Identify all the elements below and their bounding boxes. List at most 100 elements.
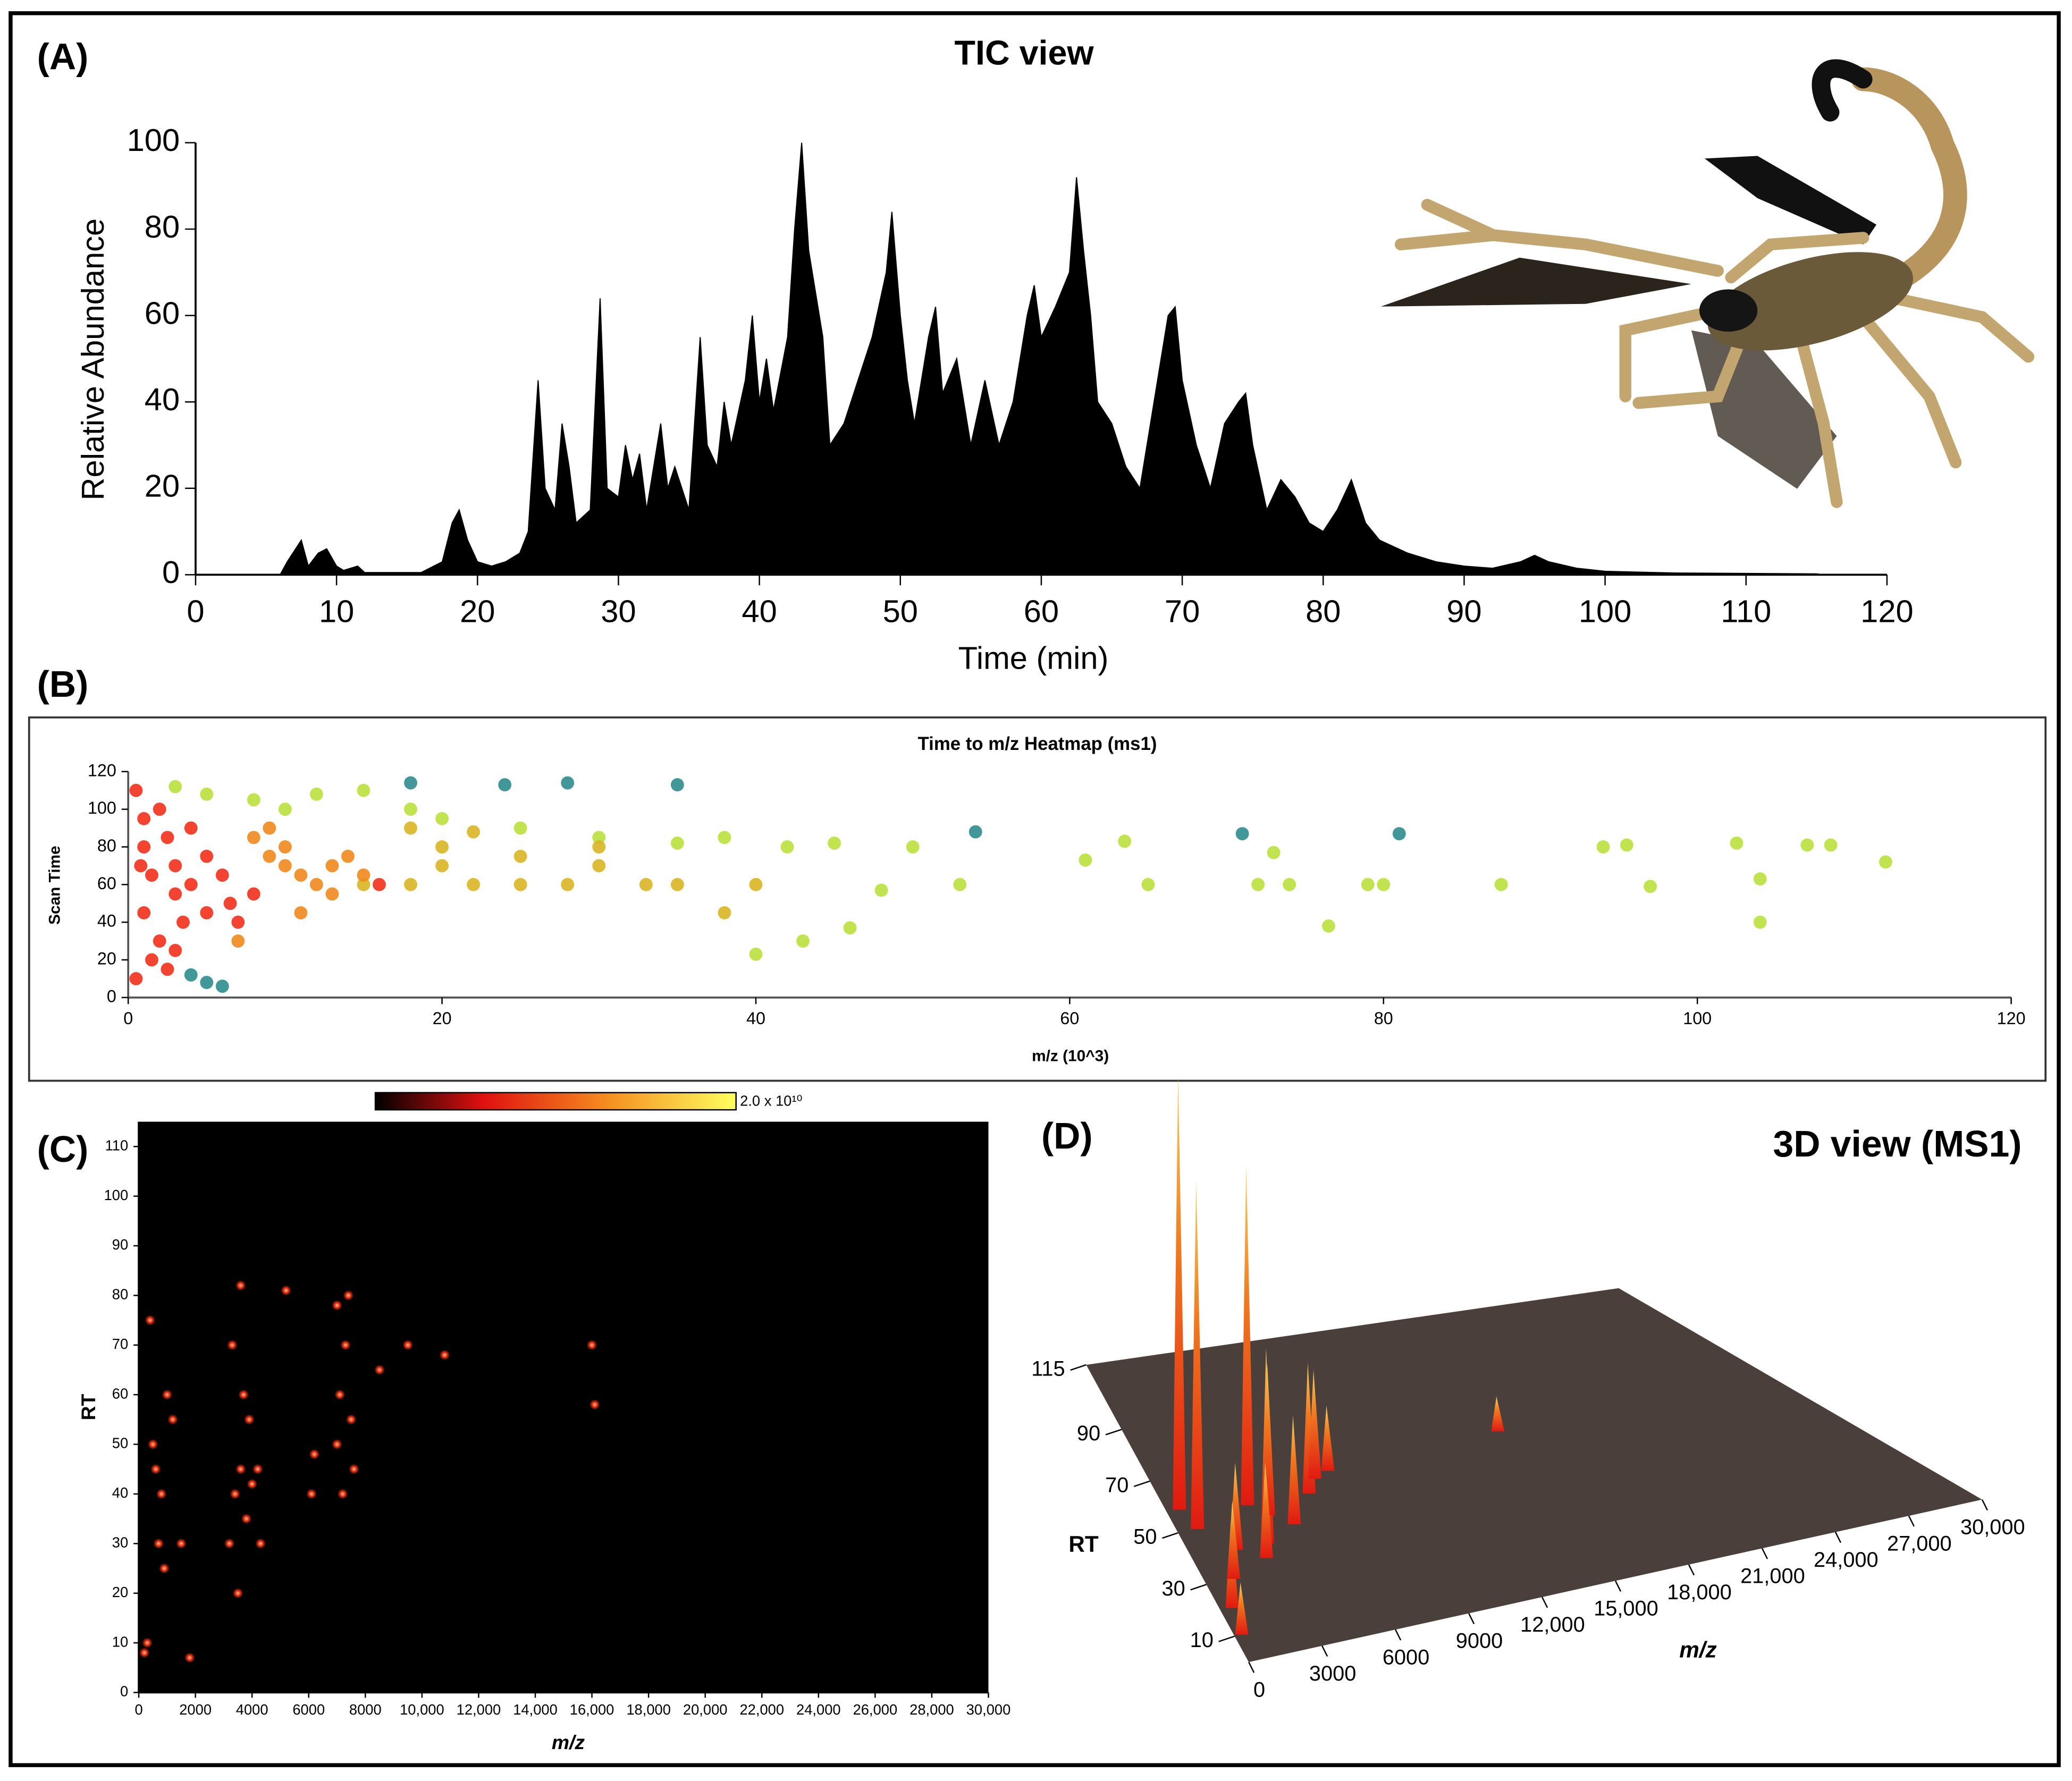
scatter-point xyxy=(169,887,182,901)
heatmap-spot xyxy=(232,1588,243,1599)
scatter-point xyxy=(357,877,370,891)
peak xyxy=(1235,1582,1249,1635)
x-tick-label: 28,000 xyxy=(909,1701,954,1718)
y-tick-label: 40 xyxy=(112,1484,128,1501)
scatter-point xyxy=(467,825,481,839)
scatter-point xyxy=(561,776,575,790)
heatmap-spot xyxy=(176,1538,187,1549)
scatter-point xyxy=(145,868,158,882)
x-tick-label: 8000 xyxy=(349,1701,382,1718)
heatmap-spot xyxy=(147,1439,158,1450)
x-tick-label: 90 xyxy=(1446,594,1481,629)
heatmap-spot xyxy=(243,1414,255,1425)
heatmap-spot xyxy=(255,1538,266,1549)
plane xyxy=(1086,1288,1982,1662)
scatter-point xyxy=(968,825,982,839)
scatter-point xyxy=(1235,827,1249,841)
heatmap-spot xyxy=(346,1414,357,1425)
heatmap-spot xyxy=(167,1414,178,1425)
scatter-point xyxy=(1800,838,1814,852)
scatter-point xyxy=(215,868,229,882)
x-tick-label: 20,000 xyxy=(683,1701,728,1718)
scatter-point xyxy=(780,840,794,854)
heatmap-spot xyxy=(337,1488,348,1499)
scatter-point xyxy=(1753,872,1767,886)
y-axis-label: RT xyxy=(1068,1532,1099,1557)
scatter-point xyxy=(357,783,370,797)
scatter-point xyxy=(325,859,339,873)
x-tick-label: 26,000 xyxy=(853,1701,898,1718)
scatter-point xyxy=(153,803,166,816)
scatter-point xyxy=(1879,855,1892,869)
scatter-point xyxy=(749,877,763,891)
x-tick xyxy=(1981,1499,1988,1510)
scatter-point xyxy=(1251,877,1265,891)
x-tick-label: 110 xyxy=(1721,594,1771,629)
scatter-point xyxy=(309,877,323,891)
y-tick-label: 40 xyxy=(97,911,116,931)
scatter-point xyxy=(263,821,276,835)
y-tick xyxy=(1162,1532,1178,1539)
scatter-point xyxy=(1079,853,1092,867)
peak xyxy=(1227,1500,1241,1579)
x-tick-label: 60 xyxy=(1060,1009,1079,1028)
scatter-point xyxy=(278,859,292,873)
y-tick-label: 30 xyxy=(1161,1577,1185,1600)
scatter-point xyxy=(843,921,857,935)
x-tick-label: 100 xyxy=(1683,1009,1712,1028)
heatmap-spot xyxy=(332,1300,342,1311)
scatter-point xyxy=(1730,836,1743,850)
scatter-point xyxy=(404,877,417,891)
tic-trace xyxy=(195,142,1824,576)
scatter-point xyxy=(749,947,763,961)
y-tick-label: 115 xyxy=(1031,1357,1065,1380)
y-tick-label: 80 xyxy=(112,1286,128,1303)
y-tick-label: 60 xyxy=(112,1385,128,1402)
panel-label: (A) xyxy=(37,36,89,77)
scatter-point xyxy=(176,915,190,929)
scatter-point xyxy=(145,953,158,967)
x-tick-label: 0 xyxy=(123,1009,133,1028)
x-tick-label: 22,000 xyxy=(739,1701,784,1718)
heatmap-spot xyxy=(150,1464,161,1475)
scatter-point xyxy=(670,778,684,791)
scatter-point xyxy=(153,934,166,948)
x-tick-label: 80 xyxy=(1374,1009,1393,1028)
scatter-point xyxy=(404,776,417,790)
scatter-point xyxy=(325,887,339,901)
scatter-point xyxy=(467,877,481,891)
peak xyxy=(1241,1165,1254,1506)
y-axis-label: Scan Time xyxy=(46,846,63,925)
heatmap-spot xyxy=(439,1349,450,1361)
heatmap-spot xyxy=(162,1389,173,1400)
x-tick-label: 2000 xyxy=(179,1701,212,1718)
scatter-point xyxy=(1118,834,1132,848)
y-tick-label: 40 xyxy=(145,382,180,417)
heatmap-spot xyxy=(334,1389,346,1400)
scatter-point xyxy=(129,972,143,985)
y-tick-label: 50 xyxy=(1133,1525,1157,1549)
x-tick-label: 24,000 xyxy=(796,1701,841,1718)
scorpion-illustration xyxy=(1380,59,2035,508)
scatter-point xyxy=(828,836,841,850)
x-tick-label: 16,000 xyxy=(570,1701,614,1718)
panel-label: (B) xyxy=(37,663,89,705)
peak xyxy=(1287,1415,1301,1524)
y-tick-label: 0 xyxy=(162,554,180,590)
scatter-point xyxy=(1361,877,1375,891)
scatter-point xyxy=(561,877,575,891)
y-tick-label: 0 xyxy=(120,1683,128,1700)
scatter-point xyxy=(215,980,229,993)
heatmap-spot xyxy=(332,1439,342,1450)
scatter-point xyxy=(874,883,888,897)
x-tick-label: 80 xyxy=(1305,594,1341,629)
x-tick-label: 120 xyxy=(1997,1009,2026,1028)
scatter-point xyxy=(134,859,148,873)
x-tick xyxy=(1321,1645,1328,1657)
heatmap-spot xyxy=(309,1449,320,1460)
y-tick xyxy=(1218,1635,1235,1642)
scatter-point xyxy=(294,868,308,882)
x-tick-label: 6000 xyxy=(292,1701,325,1718)
heatmap-spot xyxy=(159,1563,170,1574)
